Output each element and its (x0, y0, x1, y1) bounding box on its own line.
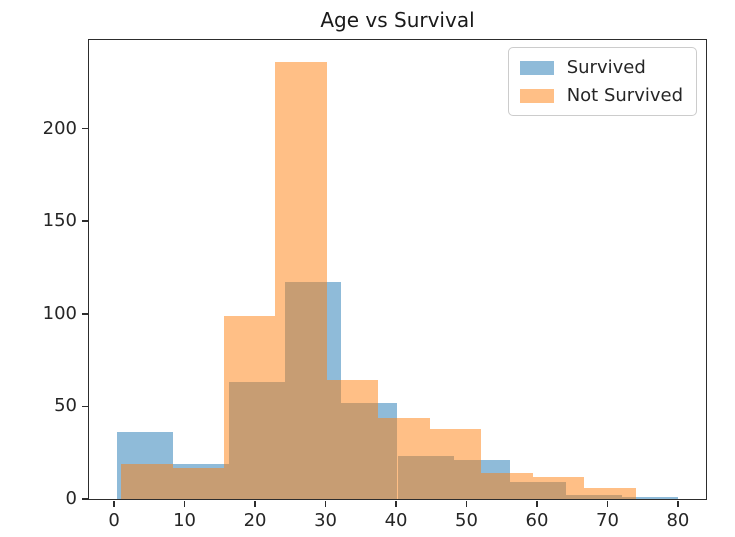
x-tick-mark (606, 500, 609, 507)
y-tick-mark (81, 127, 88, 130)
y-tick-mark (81, 220, 88, 222)
histogram-bar-not-survived (121, 463, 173, 499)
histogram-bar-not-survived (172, 467, 225, 499)
bars-layer (89, 40, 706, 499)
histogram-bar-not-survived (326, 380, 379, 499)
legend-item-survived: Survived (519, 57, 683, 78)
y-tick-mark (81, 313, 88, 315)
legend-swatch-not-survived-icon (519, 88, 554, 103)
chart-title: Age vs Survival (320, 8, 475, 32)
y-tick-mark (81, 498, 88, 500)
histogram-bar-survived (621, 497, 678, 499)
y-tick-mark (81, 405, 88, 408)
x-tick-label: 0 (108, 510, 120, 531)
x-tick-label: 60 (525, 510, 549, 531)
histogram-bar-not-survived (275, 61, 327, 499)
histogram-bar-not-survived (532, 476, 585, 499)
legend-item-not-survived: Not Survived (519, 85, 683, 106)
x-tick-label: 80 (666, 510, 690, 531)
y-tick-label: 50 (54, 395, 77, 417)
x-tick-label: 20 (243, 510, 267, 531)
x-tick-label: 40 (384, 510, 408, 531)
y-tick-label: 150 (42, 210, 77, 232)
x-tick-mark (677, 500, 679, 507)
x-tick-label: 70 (596, 510, 619, 531)
histogram-bar-not-survived (481, 473, 533, 499)
y-tick-label: 200 (42, 117, 77, 139)
x-tick-mark (395, 500, 397, 507)
x-tick-mark (254, 500, 256, 507)
legend: Survived Not Survived (507, 47, 697, 116)
legend-label-survived: Survived (566, 57, 646, 78)
x-tick-mark (536, 500, 538, 507)
x-tick-mark (465, 500, 468, 507)
legend-label-not-survived: Not Survived (566, 85, 683, 106)
x-tick-mark (183, 500, 186, 507)
x-tick-mark (324, 500, 327, 507)
x-tick-label: 10 (173, 510, 197, 531)
x-tick-mark (113, 500, 115, 507)
x-tick-label: 30 (314, 510, 337, 531)
histogram-bar-not-survived (378, 417, 430, 499)
plot-area: 0 10 20 30 40 50 60 70 80 0 50 100 150 200 Survived N… (43, 39, 707, 531)
histogram-bar-not-survived (224, 315, 276, 499)
legend-swatch-survived-icon (519, 60, 554, 75)
y-tick-label: 100 (42, 302, 77, 324)
histogram-bar-not-survived (429, 428, 482, 499)
x-tick-label: 50 (455, 510, 478, 531)
y-tick-label: 0 (65, 488, 77, 509)
histogram-bar-not-survived (584, 487, 636, 499)
